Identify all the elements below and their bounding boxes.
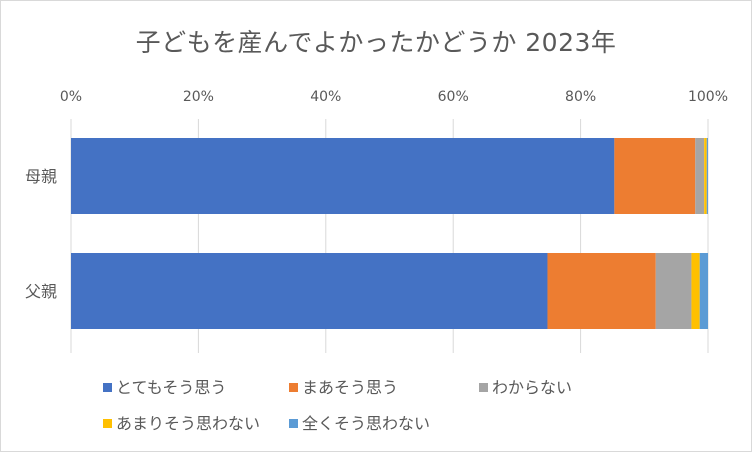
bar-segment [691,253,700,329]
x-tick-label: 100% [688,89,728,105]
legend-label: わからない [492,378,572,397]
x-tick-label: 0% [60,89,82,105]
legend-swatch [289,383,298,392]
x-tick-label: 60% [438,89,469,105]
bar-segment [614,138,696,214]
bar-segment [706,138,708,214]
chart-title: 子どもを産んでよかったかどうか 2023年 [135,28,617,57]
bar-segment [704,138,707,214]
bar-segment [695,138,705,214]
legend-label: 全くそう思わない [302,414,430,433]
bar-segment [547,253,656,329]
category-label: 母親 [25,167,57,186]
legend-swatch [289,419,298,428]
x-tick-label: 20% [183,89,214,105]
bar-segment [699,253,708,329]
bar-segment [655,253,692,329]
category-label: 父親 [25,282,57,301]
legend-swatch [103,419,112,428]
legend-label: とてもそう思う [116,378,226,397]
x-tick-label: 80% [565,89,596,105]
legend-label: まあそう思う [302,378,398,397]
bar-segment [71,253,548,329]
x-tick-label: 40% [310,89,341,105]
legend-swatch [103,383,112,392]
bar-segment [71,138,615,214]
legend-label: あまりそう思わない [116,414,260,433]
legend-swatch [479,383,488,392]
